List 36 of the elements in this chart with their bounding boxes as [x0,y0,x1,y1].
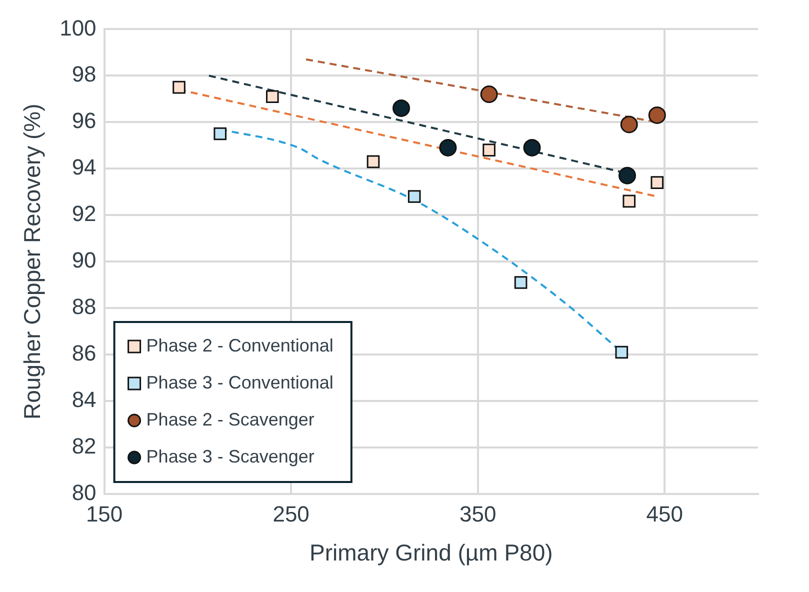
point [615,346,628,359]
legend-label: Phase 2 - Conventional [146,335,334,356]
point [392,99,410,117]
point [650,176,664,189]
point [514,276,528,289]
y-tick-label: 92 [72,201,96,226]
y-tick-label: 94 [72,154,96,180]
y-tick-label: 100 [60,15,96,40]
point [439,138,457,156]
y-tick-label: 98 [72,62,96,87]
point [482,144,496,156]
x-tick-label: 450 [646,501,683,526]
point [172,80,186,94]
point [648,106,666,124]
legend-label: Phase 3 - Conventional [146,372,334,392]
point [620,116,638,134]
point [523,138,541,156]
y-axis-title: Rougher Copper Recovery (%) [19,104,46,420]
x-axis-title: Primary Grind (µm P80) [310,540,553,566]
y-tick-label: 86 [72,340,96,366]
point [366,155,380,168]
y-tick-label: 90 [72,248,96,273]
legend-label: Phase 3 - Scavenger [146,446,314,466]
legend-label: Phase 2 - Scavenger [146,409,314,430]
x-tick-label: 250 [272,501,310,526]
point [622,194,636,208]
point [266,90,279,104]
y-tick-label: 96 [72,108,96,134]
y-tick-label: 82 [72,434,96,459]
point [480,86,498,104]
point [618,166,636,184]
y-tick-label: 84 [72,387,96,412]
point [214,127,227,140]
x-tick-label: 350 [459,501,496,526]
point [408,190,421,203]
y-tick-label: 88 [72,294,96,320]
